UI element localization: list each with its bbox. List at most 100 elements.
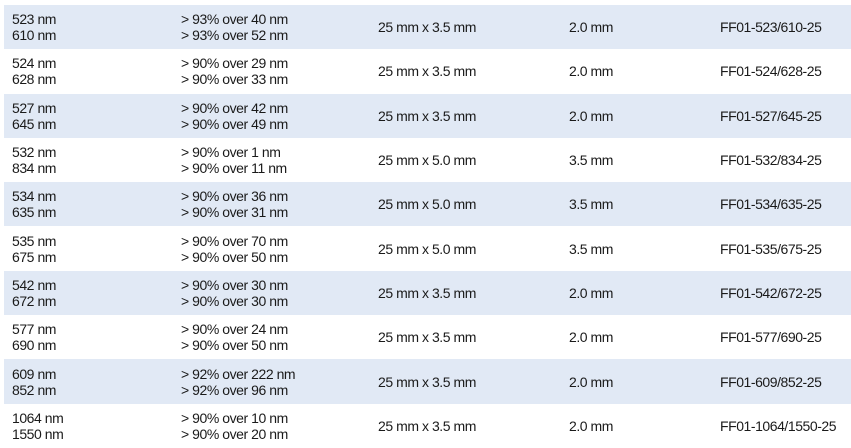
part-number: FF01-527/645-25 bbox=[720, 107, 822, 124]
part-number-cell: FF01-1064/1550-25 bbox=[720, 404, 837, 448]
thickness: 3.5 mm bbox=[569, 152, 613, 169]
table-row: 523 nm 610 nm > 93% over 40 nm > 93% ove… bbox=[4, 5, 851, 50]
wavelength-2: 1550 nm bbox=[12, 425, 64, 442]
transmission-1: > 90% over 10 nm bbox=[181, 409, 288, 426]
wavelength-2: 628 nm bbox=[12, 71, 56, 88]
transmission-1: > 90% over 42 nm bbox=[181, 99, 288, 116]
transmission-1: > 90% over 30 nm bbox=[181, 276, 288, 293]
size: 25 mm x 3.5 mm bbox=[378, 19, 476, 36]
part-number-cell: FF01-577/690-25 bbox=[720, 315, 822, 359]
wavelength-cell: 532 nm 834 nm bbox=[12, 138, 56, 182]
wavelength-1: 1064 nm bbox=[12, 409, 64, 426]
thickness: 3.5 mm bbox=[569, 240, 613, 257]
part-number: FF01-609/852-25 bbox=[720, 373, 822, 390]
part-number: FF01-1064/1550-25 bbox=[720, 417, 837, 434]
transmission-cell: > 90% over 30 nm > 90% over 30 nm bbox=[181, 271, 288, 315]
part-number-cell: FF01-523/610-25 bbox=[720, 5, 822, 49]
transmission-2: > 90% over 31 nm bbox=[181, 204, 288, 221]
size: 25 mm x 3.5 mm bbox=[378, 329, 476, 346]
thickness: 2.0 mm bbox=[569, 329, 613, 346]
table-row: 532 nm 834 nm > 90% over 1 nm > 90% over… bbox=[4, 138, 851, 182]
table-row: 609 nm 852 nm > 92% over 222 nm > 92% ov… bbox=[4, 359, 851, 404]
transmission-2: > 90% over 50 nm bbox=[181, 248, 288, 265]
part-number-cell: FF01-524/628-25 bbox=[720, 49, 822, 93]
transmission-2: > 90% over 50 nm bbox=[181, 337, 288, 354]
part-number-cell: FF01-535/675-25 bbox=[720, 226, 822, 270]
size-cell: 25 mm x 3.5 mm bbox=[378, 94, 476, 138]
thickness-cell: 3.5 mm bbox=[569, 226, 613, 270]
size-cell: 25 mm x 3.5 mm bbox=[378, 315, 476, 359]
wavelength-2: 635 nm bbox=[12, 204, 56, 221]
thickness: 2.0 mm bbox=[569, 107, 613, 124]
transmission-2: > 92% over 96 nm bbox=[181, 381, 288, 398]
thickness: 2.0 mm bbox=[569, 417, 613, 434]
part-number: FF01-524/628-25 bbox=[720, 63, 822, 80]
thickness: 2.0 mm bbox=[569, 19, 613, 36]
size-cell: 25 mm x 5.0 mm bbox=[378, 182, 476, 226]
wavelength-2: 834 nm bbox=[12, 160, 56, 177]
transmission-cell: > 90% over 36 nm > 90% over 31 nm bbox=[181, 182, 288, 226]
thickness: 2.0 mm bbox=[569, 63, 613, 80]
size: 25 mm x 5.0 mm bbox=[378, 196, 476, 213]
wavelength-1: 527 nm bbox=[12, 99, 56, 116]
part-number-cell: FF01-542/672-25 bbox=[720, 271, 822, 315]
table-row: 577 nm 690 nm > 90% over 24 nm > 90% ove… bbox=[4, 315, 851, 359]
transmission-2: > 90% over 33 nm bbox=[181, 71, 288, 88]
table-row: 524 nm 628 nm > 90% over 29 nm > 90% ove… bbox=[4, 49, 851, 93]
table-row: 535 nm 675 nm > 90% over 70 nm > 90% ove… bbox=[4, 226, 851, 270]
part-number-cell: FF01-527/645-25 bbox=[720, 94, 822, 138]
transmission-cell: > 90% over 42 nm > 90% over 49 nm bbox=[181, 94, 288, 138]
size: 25 mm x 5.0 mm bbox=[378, 240, 476, 257]
wavelength-1: 534 nm bbox=[12, 188, 56, 205]
transmission-1: > 90% over 1 nm bbox=[181, 144, 281, 161]
wavelength-2: 610 nm bbox=[12, 27, 56, 44]
transmission-2: > 93% over 52 nm bbox=[181, 27, 288, 44]
size-cell: 25 mm x 3.5 mm bbox=[378, 5, 476, 49]
wavelength-cell: 609 nm 852 nm bbox=[12, 359, 56, 403]
size-cell: 25 mm x 3.5 mm bbox=[378, 271, 476, 315]
transmission-1: > 93% over 40 nm bbox=[181, 11, 288, 28]
table-row: 542 nm 672 nm > 90% over 30 nm > 90% ove… bbox=[4, 270, 851, 316]
transmission-1: > 90% over 24 nm bbox=[181, 321, 288, 338]
wavelength-1: 577 nm bbox=[12, 321, 56, 338]
thickness-cell: 2.0 mm bbox=[569, 271, 613, 315]
wavelength-cell: 524 nm 628 nm bbox=[12, 49, 56, 93]
wavelength-cell: 534 nm 635 nm bbox=[12, 182, 56, 226]
table-row: 527 nm 645 nm > 90% over 42 nm > 90% ove… bbox=[4, 93, 851, 138]
size: 25 mm x 3.5 mm bbox=[378, 63, 476, 80]
wavelength-cell: 577 nm 690 nm bbox=[12, 315, 56, 359]
part-number-cell: FF01-534/635-25 bbox=[720, 182, 822, 226]
transmission-cell: > 90% over 1 nm > 90% over 11 nm bbox=[181, 138, 287, 182]
part-number: FF01-535/675-25 bbox=[720, 240, 822, 257]
part-number: FF01-534/635-25 bbox=[720, 196, 822, 213]
thickness: 3.5 mm bbox=[569, 196, 613, 213]
table-row: 534 nm 635 nm > 90% over 36 nm > 90% ove… bbox=[4, 182, 851, 227]
thickness-cell: 2.0 mm bbox=[569, 5, 613, 49]
size: 25 mm x 3.5 mm bbox=[378, 284, 476, 301]
part-number-cell: FF01-532/834-25 bbox=[720, 138, 822, 182]
wavelength-1: 542 nm bbox=[12, 276, 56, 293]
transmission-cell: > 90% over 10 nm > 90% over 20 nm bbox=[181, 404, 288, 448]
size: 25 mm x 3.5 mm bbox=[378, 417, 476, 434]
thickness-cell: 3.5 mm bbox=[569, 182, 613, 226]
part-number-cell: FF01-609/852-25 bbox=[720, 359, 822, 403]
size-cell: 25 mm x 3.5 mm bbox=[378, 49, 476, 93]
part-number: FF01-523/610-25 bbox=[720, 19, 822, 36]
filter-spec-table: 523 nm 610 nm > 93% over 40 nm > 93% ove… bbox=[4, 5, 851, 448]
wavelength-2: 645 nm bbox=[12, 115, 56, 132]
size-cell: 25 mm x 3.5 mm bbox=[378, 404, 476, 448]
wavelength-1: 524 nm bbox=[12, 55, 56, 72]
transmission-1: > 90% over 36 nm bbox=[181, 188, 288, 205]
wavelength-cell: 1064 nm 1550 nm bbox=[12, 404, 64, 448]
part-number: FF01-532/834-25 bbox=[720, 152, 822, 169]
wavelength-cell: 542 nm 672 nm bbox=[12, 271, 56, 315]
table-row: 1064 nm 1550 nm > 90% over 10 nm > 90% o… bbox=[4, 404, 851, 448]
size-cell: 25 mm x 5.0 mm bbox=[378, 138, 476, 182]
wavelength-1: 523 nm bbox=[12, 11, 56, 28]
transmission-1: > 92% over 222 nm bbox=[181, 365, 296, 382]
wavelength-1: 532 nm bbox=[12, 144, 56, 161]
size-cell: 25 mm x 5.0 mm bbox=[378, 226, 476, 270]
thickness: 2.0 mm bbox=[569, 373, 613, 390]
wavelength-1: 535 nm bbox=[12, 232, 56, 249]
thickness-cell: 2.0 mm bbox=[569, 315, 613, 359]
